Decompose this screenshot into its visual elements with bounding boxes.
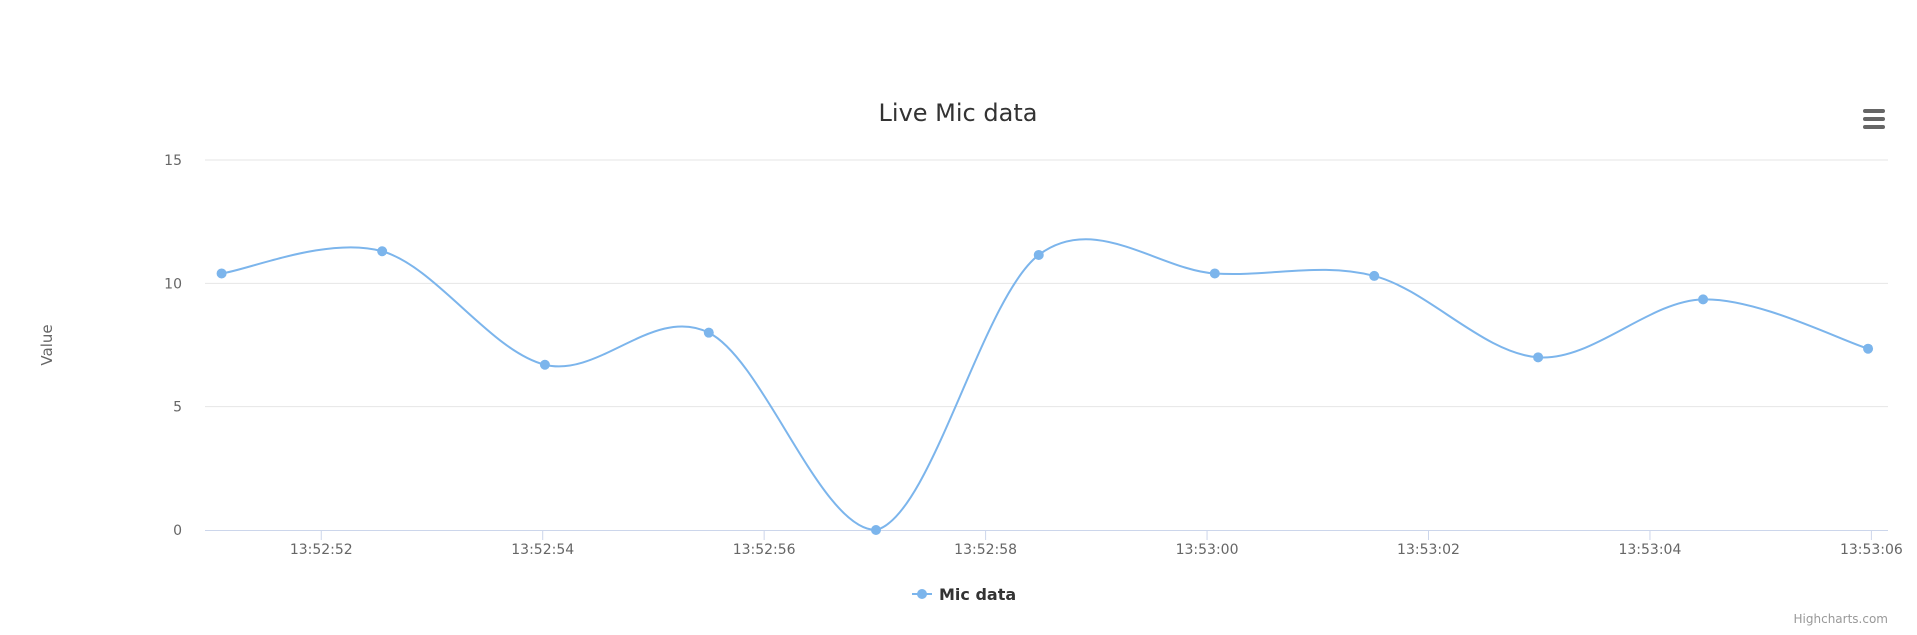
legend-label: Mic data: [939, 585, 1016, 604]
legend-item-mic-data[interactable]: Mic data: [912, 585, 1016, 604]
x-tick-label: 13:52:54: [511, 542, 574, 558]
x-tick-label: 13:53:02: [1397, 542, 1460, 558]
chart-title: Live Mic data: [879, 99, 1038, 127]
series-line-mic-data: [220, 238, 1870, 531]
data-point[interactable]: [539, 359, 550, 370]
y-tick-label: 5: [173, 400, 182, 416]
credits-link[interactable]: Highcharts.com: [1794, 612, 1888, 626]
data-point[interactable]: [1209, 268, 1220, 279]
data-point[interactable]: [1033, 249, 1044, 260]
series-layer: [216, 238, 1874, 535]
data-point[interactable]: [1533, 352, 1544, 363]
context-menu-button[interactable]: [1856, 105, 1892, 135]
y-axis-title: Value: [38, 324, 56, 365]
data-point[interactable]: [1863, 343, 1874, 354]
y-tick-label: 10: [164, 276, 182, 292]
x-tick-label: 13:53:06: [1840, 542, 1903, 558]
data-point[interactable]: [216, 268, 227, 279]
x-tick-label: 13:53:00: [1176, 542, 1239, 558]
data-point[interactable]: [1369, 270, 1380, 281]
x-tick-label: 13:52:58: [954, 542, 1017, 558]
x-axis: 13:52:52 13:52:54 13:52:56 13:52:58 13:53:00…: [205, 530, 1903, 558]
grid-lines: [205, 159, 1888, 408]
data-point[interactable]: [1698, 294, 1709, 305]
y-axis-ticks: 0 5 10 15: [164, 153, 182, 539]
y-tick-label: 15: [164, 153, 182, 169]
x-tick-label: 13:52:56: [733, 542, 796, 558]
legend-marker-icon: [917, 589, 927, 599]
data-point[interactable]: [870, 525, 881, 535]
x-tick-label: 13:52:52: [290, 542, 353, 558]
hamburger-menu-icon: [1863, 109, 1885, 129]
y-tick-label: 0: [173, 523, 182, 539]
data-point[interactable]: [703, 327, 714, 338]
x-tick-label: 13:53:04: [1618, 542, 1681, 558]
data-point[interactable]: [377, 246, 388, 257]
